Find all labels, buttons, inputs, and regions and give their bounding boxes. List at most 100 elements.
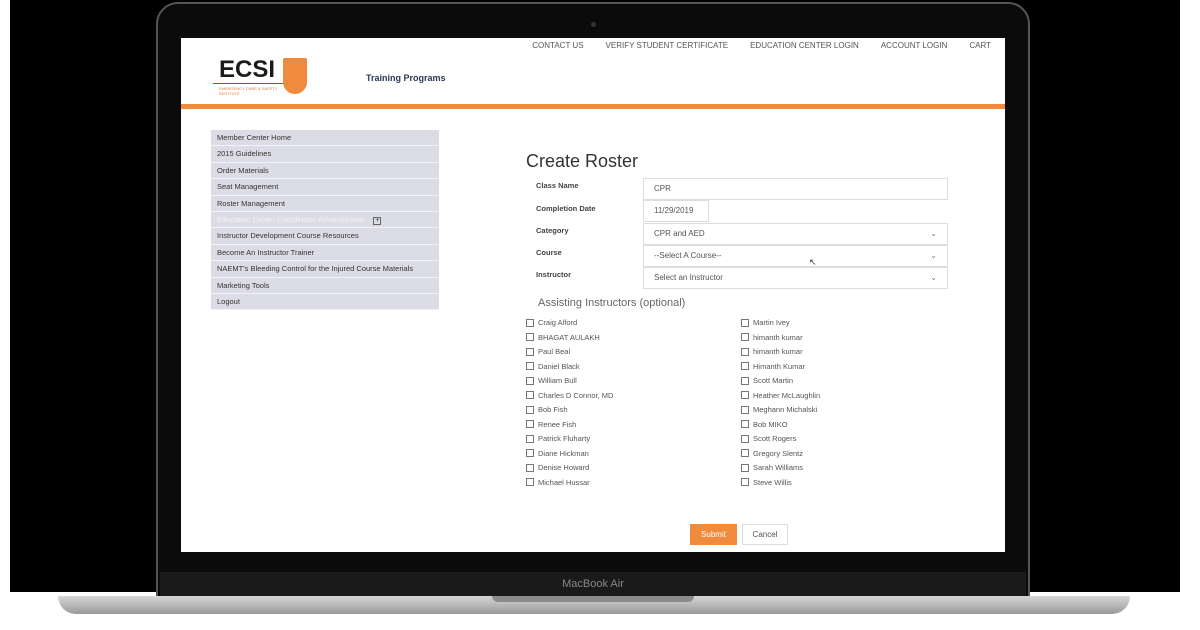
class-name-input[interactable]: CPR (643, 178, 948, 200)
instructor-name: Scott Rogers (753, 434, 797, 443)
sidebar-item[interactable]: Member Center Home (211, 130, 439, 147)
instructor-name: Diane Hickman (538, 448, 589, 458)
completion-date-input[interactable]: 11/29/2019 (643, 200, 709, 222)
sidebar-item[interactable]: Instructor Development Course Resources (211, 228, 439, 245)
assisting-instructor-checkbox[interactable]: Bob MIKO (741, 420, 788, 429)
assisting-instructor-checkbox[interactable]: Steve Willis (741, 478, 792, 487)
cancel-button[interactable]: Cancel (742, 524, 788, 545)
sidebar-item[interactable]: Seat Management (211, 179, 439, 196)
assisting-instructor-checkbox[interactable]: Paul Beal (526, 347, 570, 356)
checkbox[interactable] (526, 405, 534, 414)
checkbox[interactable] (741, 376, 749, 385)
sidebar-item[interactable]: Order Materials (211, 163, 439, 180)
checkbox[interactable] (526, 449, 534, 457)
checkbox[interactable] (741, 362, 749, 370)
assisting-instructor-checkbox[interactable]: Martin Ivey (741, 318, 790, 327)
sidebar-item[interactable]: Become An Instructor Trainer (211, 245, 439, 262)
category-select[interactable]: CPR and AED ⌄ (643, 223, 948, 245)
top-link[interactable]: VERIFY STUDENT CERTIFICATE (605, 41, 729, 50)
logo-text: ECSI (219, 56, 276, 83)
instructor-name: Bob Fish (538, 405, 568, 414)
instructor-name: Bob MIKO (753, 419, 788, 429)
instructor-name: Charles D Connor, MD (538, 390, 614, 400)
checkbox[interactable] (526, 434, 534, 443)
course-select[interactable]: --Select A Course-- ⌄ (643, 245, 948, 267)
assisting-instructors-label: Assisting Instructors (optional) (538, 297, 686, 309)
checkbox[interactable] (526, 478, 534, 486)
checkbox[interactable] (526, 391, 534, 399)
assisting-instructor-checkbox[interactable]: Renee Fish (526, 420, 576, 429)
sidebar-item[interactable]: NAEMT's Bleeding Control for the Injured… (211, 261, 439, 278)
top-link[interactable]: CONTACT US (532, 41, 584, 50)
instructor-name: Sarah Williams (753, 463, 804, 472)
laptop-base (58, 596, 1130, 614)
assisting-instructor-checkbox[interactable]: Bob Fish (526, 405, 568, 414)
instructor-select[interactable]: Select an Instructor ⌄ (643, 267, 948, 289)
checkbox[interactable] (741, 391, 749, 399)
category-label: Category (536, 226, 569, 235)
category-value: CPR and AED (654, 229, 705, 238)
sidebar-item[interactable]: Marketing Tools (211, 278, 439, 294)
checkbox[interactable] (741, 420, 749, 428)
top-link[interactable]: ACCOUNT LOGIN (880, 41, 948, 50)
assisting-instructor-checkbox[interactable]: Charles D Connor, MD (526, 391, 613, 400)
assisting-instructor-checkbox[interactable]: Patrick Fluharty (526, 434, 590, 443)
submit-button[interactable]: Submit (690, 524, 737, 545)
assisting-instructor-checkbox[interactable]: BHAGAT AULAKH (526, 333, 600, 342)
assisting-instructor-checkbox[interactable]: Michael Hussar (526, 478, 590, 487)
sidebar-item-admin[interactable]: Education Center Coordinator Administrat… (211, 212, 439, 229)
checkbox[interactable] (526, 463, 534, 472)
instructor-name: BHAGAT AULAKH (538, 332, 600, 342)
ecsi-logo[interactable]: ECSI EMERGENCY CARE & SAFETY INSTITUTE (211, 56, 311, 98)
checkbox[interactable] (741, 463, 749, 472)
checkbox[interactable] (526, 420, 534, 428)
instructor-name: Patrick Fluharty (538, 434, 591, 443)
assisting-instructor-checkbox[interactable]: Sarah Williams (741, 463, 803, 472)
checkbox[interactable] (526, 376, 534, 385)
assisting-instructor-checkbox[interactable]: Daniel Black (526, 362, 580, 371)
checkbox[interactable] (741, 405, 749, 414)
checkbox[interactable] (741, 347, 749, 356)
sidebar-item[interactable]: 2015 Guidelines (211, 146, 439, 163)
checkbox[interactable] (741, 333, 749, 341)
instructor-name: Heather McLaughlin (753, 390, 821, 400)
top-links: CONTACT US VERIFY STUDENT CERTIFICATE ED… (532, 41, 991, 50)
assisting-instructor-checkbox[interactable]: Denise Howard (526, 463, 589, 472)
assisting-instructor-checkbox[interactable]: Scott Rogers (741, 434, 796, 443)
assisting-instructor-checkbox[interactable]: Meghann Michalski (741, 405, 817, 414)
page-title: Create Roster (526, 151, 639, 171)
instructor-name: William Bull (538, 376, 577, 385)
laptop-notch (492, 596, 694, 602)
checkbox[interactable] (741, 318, 749, 327)
nav-training-programs[interactable]: Training Programs (366, 73, 446, 83)
checkbox[interactable] (741, 478, 749, 486)
instructor-name: Paul Beal (538, 347, 571, 356)
top-link[interactable]: EDUCATION CENTER LOGIN (750, 41, 859, 50)
assisting-instructor-checkbox[interactable]: Craig Alford (526, 318, 577, 327)
checkbox[interactable] (741, 449, 749, 457)
instructor-name: Daniel Black (538, 361, 580, 371)
instructor-name: Michael Hussar (538, 477, 590, 487)
assisting-instructor-checkbox[interactable]: himanth kumar (741, 333, 803, 342)
sidebar-item[interactable]: Roster Management (211, 196, 439, 212)
checkbox[interactable] (526, 318, 534, 327)
instructor-label: Instructor (536, 270, 572, 279)
sidebar-item[interactable]: Logout (211, 294, 439, 311)
completion-date-label: Completion Date (536, 204, 596, 213)
expand-plus-icon[interactable]: + (373, 216, 382, 225)
instructor-name: Scott Martin (753, 376, 794, 385)
assisting-instructor-checkbox[interactable]: Diane Hickman (526, 449, 589, 458)
instructor-name: himanth kumar (753, 347, 803, 356)
assisting-instructor-checkbox[interactable]: Gregory Slentz (741, 449, 803, 458)
top-link[interactable]: CART (969, 41, 991, 50)
checkbox[interactable] (526, 347, 534, 356)
assisting-instructor-checkbox[interactable]: Himanth Kumar (741, 362, 805, 371)
assisting-instructor-checkbox[interactable]: Heather McLaughlin (741, 391, 820, 400)
checkbox[interactable] (526, 333, 534, 341)
assisting-instructor-checkbox[interactable]: himanth kumar (741, 347, 803, 356)
assisting-instructor-checkbox[interactable]: William Bull (526, 376, 577, 385)
checkbox[interactable] (526, 362, 534, 370)
checkbox[interactable] (741, 434, 749, 443)
instructor-name: Gregory Slentz (753, 448, 804, 458)
assisting-instructor-checkbox[interactable]: Scott Martin (741, 376, 793, 385)
